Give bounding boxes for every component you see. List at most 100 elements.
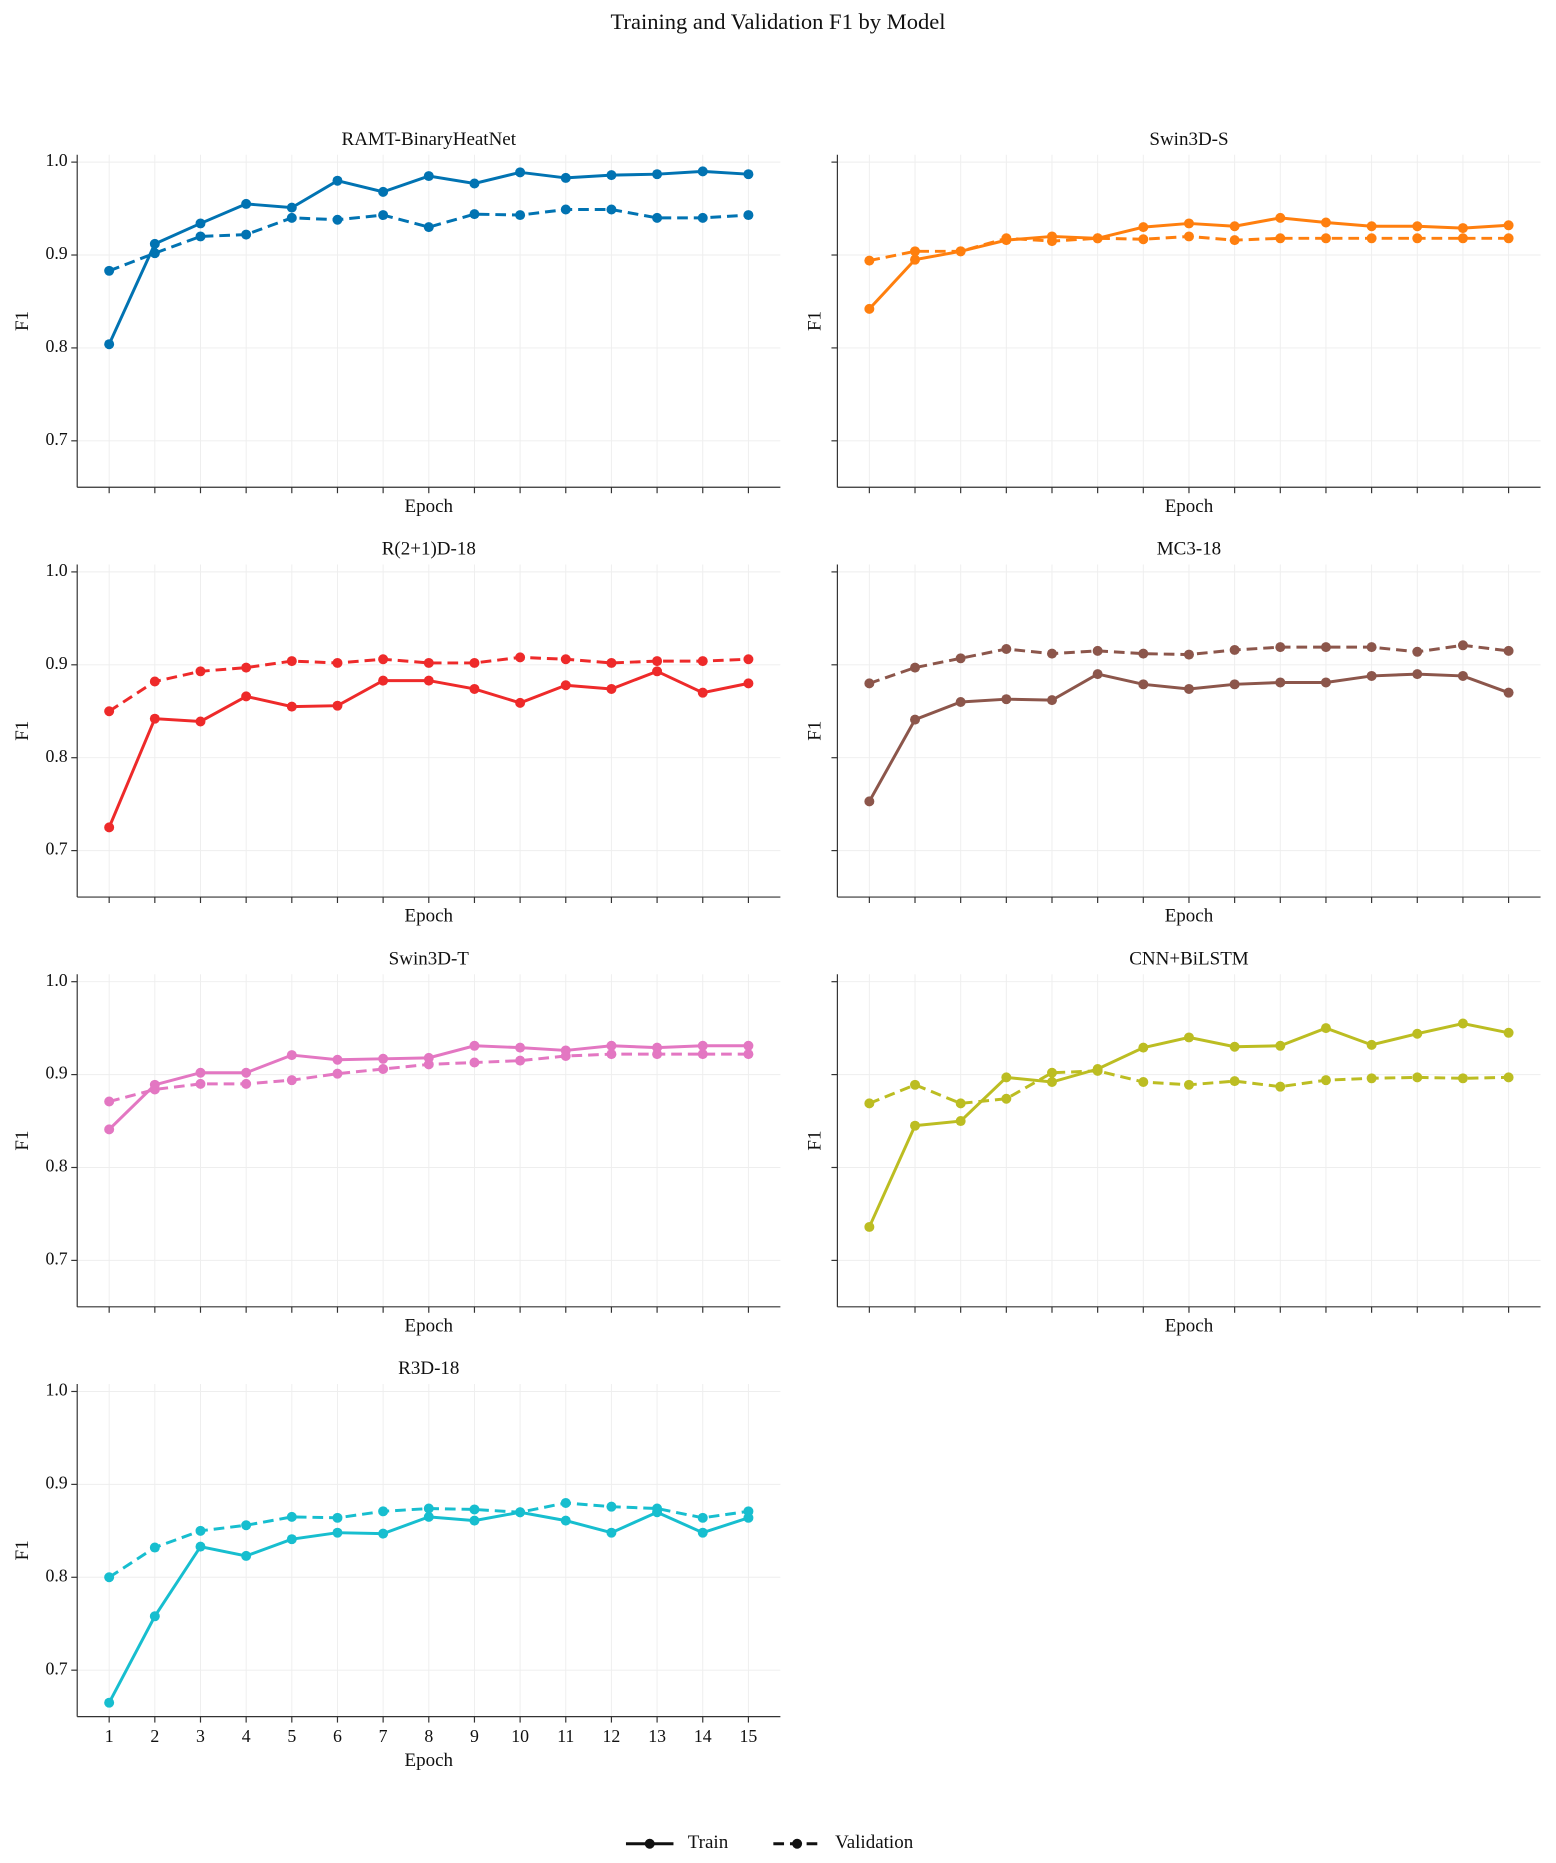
y-tick-label: 0.9: [45, 1063, 67, 1083]
data-point: [469, 1040, 480, 1051]
data-point: [864, 796, 875, 807]
data-point: [332, 1512, 343, 1523]
x-tick-label: 2: [150, 1726, 159, 1746]
data-point: [423, 171, 434, 182]
y-tick-label: 0.7: [45, 1248, 67, 1268]
data-point: [286, 1075, 297, 1086]
data-point: [332, 700, 343, 711]
x-tick-label: 12: [603, 1726, 621, 1746]
data-point: [286, 656, 297, 667]
data-point: [1275, 1040, 1286, 1051]
x-tick-label: 14: [694, 1726, 712, 1746]
data-point: [195, 716, 206, 727]
data-point: [1092, 669, 1103, 680]
data-point: [332, 657, 343, 668]
subplot: CNN+BiLSTM Epoch F1: [804, 948, 1541, 1336]
x-axis-label: Epoch: [1165, 906, 1214, 927]
data-point: [195, 1525, 206, 1536]
data-point: [241, 1550, 252, 1561]
data-point: [149, 1611, 160, 1622]
data-point: [423, 657, 434, 668]
data-point: [1229, 221, 1240, 232]
data-point: [469, 1504, 480, 1515]
data-point: [1503, 645, 1514, 656]
data-point: [910, 1120, 921, 1131]
data-point: [149, 248, 160, 259]
data-point: [560, 1515, 571, 1526]
data-point: [1183, 231, 1194, 242]
data-point: [515, 1055, 526, 1066]
data-point: [697, 656, 708, 667]
x-tick-label: 1: [105, 1726, 114, 1746]
data-point: [241, 1520, 252, 1531]
data-point: [378, 675, 389, 686]
subplot: 0.7 0.8 0.9 1.0 Swin3D-T Epoch F1: [12, 948, 781, 1336]
y-tick-label: 0.7: [45, 429, 67, 449]
data-point: [910, 246, 921, 257]
data-point: [104, 1572, 115, 1583]
data-point: [1183, 1032, 1194, 1043]
data-point: [910, 254, 921, 265]
data-point: [1412, 1072, 1423, 1083]
data-point: [1229, 679, 1240, 690]
subplot: 0.70.80.91.01 2 3 4 5 6 7 8 9 10 11 12 13 14 15R3D-18E…: [12, 1358, 781, 1771]
y-tick-label: 1.0: [45, 970, 67, 990]
y-tick-label: 0.8: [45, 746, 67, 766]
data-point: [241, 1078, 252, 1089]
data-point: [423, 222, 434, 233]
data-point: [743, 1040, 754, 1051]
data-point: [469, 1515, 480, 1526]
data-point: [1138, 234, 1149, 245]
data-point: [1275, 642, 1286, 653]
data-point: [1001, 233, 1012, 244]
data-point: [195, 666, 206, 677]
legend-label: Validation: [835, 1832, 914, 1853]
data-point: [1320, 642, 1331, 653]
data-point: [606, 1040, 617, 1051]
data-point: [1001, 1093, 1012, 1104]
x-tick-label: 8: [424, 1726, 433, 1746]
data-point: [1047, 695, 1057, 706]
data-point: [286, 212, 297, 223]
subplot-title: R3D-18: [398, 1358, 459, 1379]
data-point: [332, 1054, 343, 1065]
legend-marker: [792, 1838, 803, 1849]
data-point: [1183, 1079, 1194, 1090]
data-point: [1366, 670, 1377, 681]
y-tick-label: 0.9: [45, 1472, 67, 1492]
data-point: [332, 1527, 343, 1538]
y-axis-label: F1: [12, 721, 33, 741]
data-point: [241, 662, 252, 673]
data-point: [1229, 1076, 1240, 1087]
data-point: [423, 1511, 434, 1522]
data-point: [332, 214, 343, 225]
x-axis-label: Epoch: [1165, 496, 1214, 517]
data-point: [910, 714, 921, 725]
data-point: [332, 1068, 343, 1079]
x-axis-label: Epoch: [1165, 1315, 1214, 1336]
data-point: [697, 166, 708, 177]
data-point: [955, 1098, 966, 1109]
data-point: [104, 339, 115, 350]
data-point: [652, 666, 663, 677]
data-point: [1275, 233, 1286, 244]
data-point: [1320, 217, 1331, 228]
data-point: [104, 265, 115, 276]
data-point: [149, 238, 160, 249]
data-point: [697, 212, 708, 223]
data-point: [1138, 648, 1149, 659]
y-tick-label: 1.0: [45, 150, 67, 170]
data-point: [560, 1497, 571, 1508]
data-point: [241, 198, 252, 209]
data-point: [1366, 642, 1377, 653]
data-point: [560, 204, 571, 215]
data-point: [864, 255, 875, 266]
data-point: [606, 657, 617, 668]
data-point: [560, 654, 571, 665]
data-point: [1138, 1077, 1149, 1088]
y-axis-label: F1: [804, 721, 825, 741]
data-point: [1138, 679, 1149, 690]
data-point: [697, 1512, 708, 1523]
